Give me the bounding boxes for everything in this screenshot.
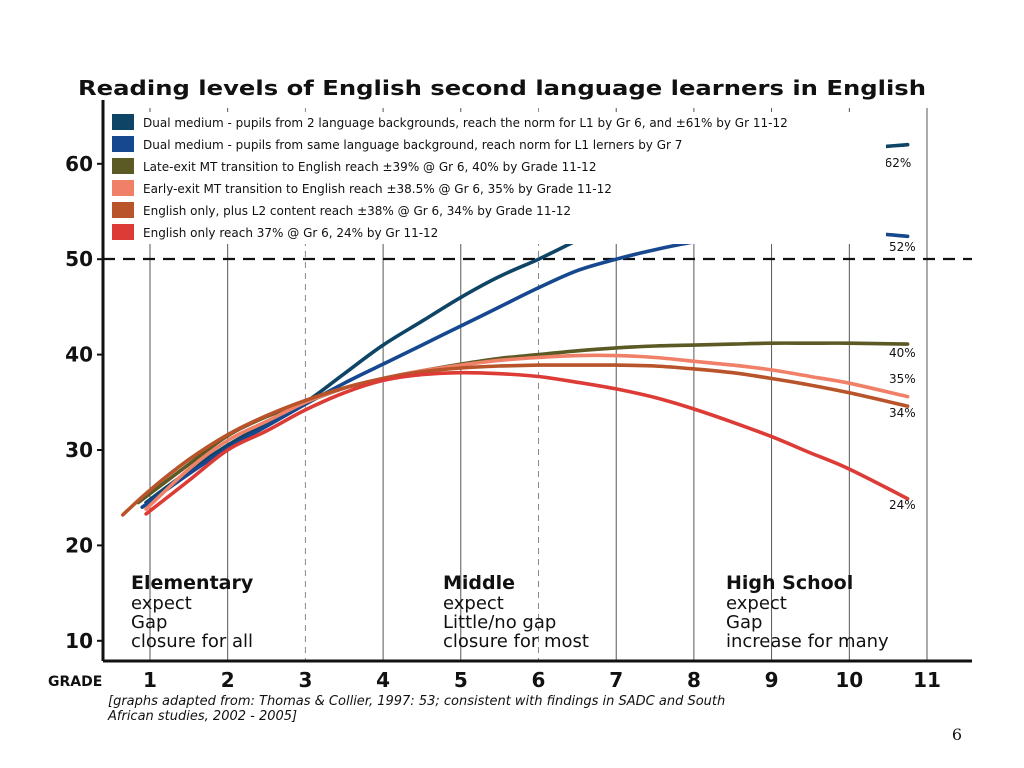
- y-tick-labels: 10 20 30 40 50 60: [65, 152, 103, 653]
- x-tick-label: 3: [298, 668, 312, 692]
- x-tick-label: 5: [454, 668, 468, 692]
- zone-line: closure for most: [443, 631, 589, 652]
- legend-label-2: Dual medium - pupils from same language …: [143, 138, 682, 152]
- y-tick-label: 20: [65, 533, 93, 557]
- legend-label-1: Dual medium - pupils from 2 language bac…: [143, 116, 788, 130]
- legend-label-4: Early-exit MT transition to English reac…: [143, 182, 612, 196]
- x-tick-label: 11: [913, 668, 941, 692]
- legend: Dual medium - pupils from 2 language bac…: [106, 112, 886, 244]
- legend-label-3: Late-exit MT transition to English reach…: [143, 160, 596, 174]
- axes: [101, 100, 972, 663]
- y-tick-label: 10: [65, 629, 93, 653]
- zone-line: Little/no gap: [443, 612, 556, 633]
- x-tick-label: 2: [221, 668, 235, 692]
- source-note-line-1: [graphs adapted from: Thomas & Collier, …: [108, 694, 725, 709]
- legend-swatch-3: [112, 158, 134, 174]
- series-end-label-2: 52%: [889, 240, 916, 254]
- y-tick-label: 60: [65, 152, 93, 176]
- zone-title: High School: [726, 572, 853, 594]
- series-line-5: [121, 363, 910, 517]
- y-tick-label: 40: [65, 343, 93, 367]
- page-number: 6: [952, 725, 962, 744]
- zone-line: expect: [726, 593, 787, 614]
- legend-swatch-5: [112, 202, 134, 218]
- zone-line: closure for all: [131, 631, 253, 652]
- y-tick-label: 30: [65, 438, 93, 462]
- zone-line: Gap: [131, 612, 167, 633]
- x-tick-label: 10: [835, 668, 863, 692]
- y-tick-label: 50: [65, 247, 93, 271]
- legend-swatch-1: [112, 114, 134, 130]
- x-axis-label: GRADE: [48, 674, 102, 690]
- series-end-label-3: 40%: [889, 346, 916, 360]
- series-line-6: [144, 370, 910, 516]
- x-tick-label: 8: [687, 668, 701, 692]
- x-tick-label: 9: [765, 668, 779, 692]
- chart-title: Reading levels of English second languag…: [78, 76, 926, 100]
- x-tick-label: 7: [609, 668, 623, 692]
- zone-line: Gap: [726, 612, 762, 633]
- series-end-label-6: 24%: [889, 498, 916, 512]
- source-note-line-2: African studies, 2002 - 2005]: [107, 709, 297, 724]
- zone-title: Middle: [443, 572, 515, 594]
- series-lines: [121, 142, 910, 517]
- x-tick-label: 1: [143, 668, 157, 692]
- zone-middle: Middle expect Little/no gap closure for …: [443, 572, 589, 652]
- legend-background: [106, 112, 886, 244]
- legend-swatch-4: [112, 180, 134, 196]
- x-tick-labels: 1 2 3 4 5 6 7 8 9 10 11: [143, 668, 941, 692]
- zone-line: expect: [443, 593, 504, 614]
- series-end-label-4: 35%: [889, 372, 916, 386]
- legend-label-5: English only, plus L2 content reach ±38%…: [143, 204, 571, 218]
- zone-title: Elementary: [131, 572, 254, 594]
- x-tick-label: 4: [376, 668, 390, 692]
- zone-elementary: Elementary expect Gap closure for all: [131, 572, 254, 652]
- zone-high-school: High School expect Gap increase for many: [726, 572, 889, 652]
- zone-line: expect: [131, 593, 192, 614]
- zone-line: increase for many: [726, 631, 889, 652]
- series-end-label-5: 34%: [889, 406, 916, 420]
- x-tick-label: 6: [532, 668, 546, 692]
- legend-swatch-6: [112, 224, 134, 240]
- series-line-4: [144, 353, 910, 511]
- series-line-2: [140, 228, 910, 509]
- legend-label-6: English only reach 37% @ Gr 6, 24% by Gr…: [143, 226, 438, 240]
- legend-swatch-2: [112, 136, 134, 152]
